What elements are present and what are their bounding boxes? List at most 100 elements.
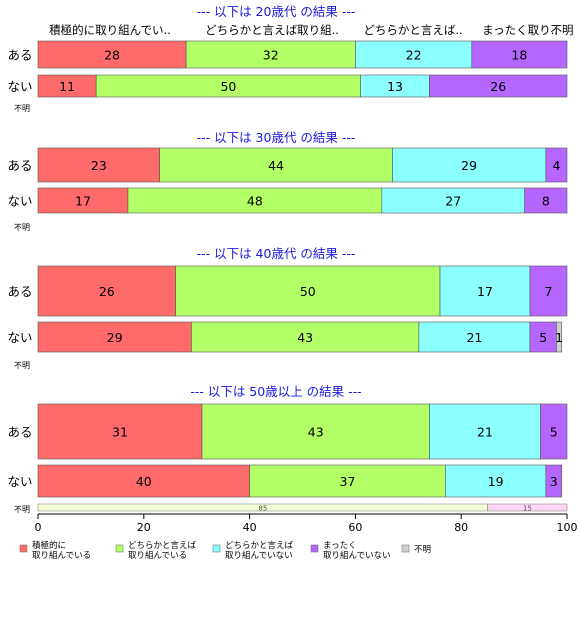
group-title: --- 以下は 50歳以上 の結果 --- (190, 384, 361, 399)
bar-segment (355, 40, 473, 69)
unknown-row-label: 不明 (14, 361, 30, 370)
legend-swatch (115, 544, 124, 553)
data-label: 17 (75, 194, 91, 209)
legend-swatch (19, 544, 28, 553)
legend-label: 不明 (414, 545, 431, 555)
data-label: 21 (477, 425, 493, 440)
bar-segment (37, 403, 203, 460)
x-tick-label: 80 (454, 521, 468, 534)
data-label: 37 (340, 474, 356, 489)
unknown-data-label: 15 (523, 505, 532, 513)
unknown-data-label: 85 (258, 505, 267, 513)
data-label: 29 (107, 330, 123, 345)
column-header: まったく取り.. (482, 23, 558, 37)
bar-segment (127, 187, 383, 214)
data-label: 29 (461, 158, 477, 173)
data-label: 43 (297, 330, 313, 345)
column-header: どちらかと言えば取り組.. (205, 23, 339, 37)
data-label: 8 (542, 194, 550, 209)
legend-swatch (401, 544, 410, 553)
bar-segment (381, 187, 525, 214)
x-tick-label: 0 (35, 521, 42, 534)
data-label: 5 (550, 425, 558, 440)
bar-segment (37, 40, 187, 69)
data-label: 50 (220, 79, 236, 94)
bar-segment (392, 147, 547, 183)
data-label: 28 (104, 48, 120, 63)
group-title: --- 以下は 30歳代 の結果 --- (197, 130, 356, 145)
bar-segment (545, 147, 568, 183)
data-label: 22 (406, 48, 422, 63)
data-label: 27 (445, 194, 461, 209)
data-label: 19 (488, 474, 504, 489)
data-label: 1 (555, 330, 563, 345)
bar-segment (37, 464, 250, 498)
unknown-row-label: 不明 (14, 505, 30, 514)
data-label: 44 (268, 158, 284, 173)
x-tick-label: 40 (243, 521, 257, 534)
bar-segment (175, 265, 441, 317)
data-label: 50 (300, 284, 316, 299)
data-label: 48 (247, 194, 263, 209)
bar-segment (418, 321, 531, 353)
row-label: ある (7, 425, 32, 440)
bar-segment (529, 321, 557, 353)
bar-segment (529, 265, 568, 317)
bar-segment (191, 321, 420, 353)
bar-segment (185, 40, 356, 69)
data-label: 43 (308, 425, 324, 440)
bar-segment (429, 403, 541, 460)
bar-segment (524, 187, 568, 214)
data-label: 4 (552, 158, 560, 173)
legend-label: まったく (323, 541, 357, 551)
row-label: ある (7, 158, 32, 173)
data-label: 11 (59, 79, 75, 94)
bar-segment (545, 464, 563, 498)
row-label: ない (7, 474, 32, 489)
bar-segment (540, 403, 568, 460)
x-tick-label: 60 (348, 521, 362, 534)
data-label: 32 (263, 48, 279, 63)
bar-segment (37, 187, 129, 214)
group-title: --- 以下は 20歳代 の結果 --- (197, 4, 356, 19)
legend-label: 取り組んでいる (128, 550, 187, 561)
unknown-bar-segment (487, 503, 568, 512)
x-tick-label: 20 (137, 521, 151, 534)
bar-segment (445, 464, 547, 498)
data-label: 26 (490, 79, 506, 94)
row-label: ない (7, 194, 32, 209)
legend-label: 積極的に (32, 540, 66, 551)
bar-segment (37, 147, 160, 183)
bar-segment (201, 403, 430, 460)
bar-segment (249, 464, 446, 498)
bar-segment (159, 147, 393, 183)
data-label: 40 (136, 474, 152, 489)
row-label: ある (7, 48, 32, 63)
column-header: 積極的に取り組んでい.. (49, 23, 171, 37)
row-label: ない (7, 79, 32, 94)
bar-segment (439, 265, 531, 317)
unknown-row-label: 不明 (14, 104, 30, 113)
data-label: 5 (539, 330, 547, 345)
bar-segment (37, 265, 176, 317)
data-label: 23 (91, 158, 107, 173)
data-label: 13 (387, 79, 403, 94)
legend-label: 取り組んでいない (225, 550, 293, 561)
data-label: 17 (477, 284, 493, 299)
bar-segment (471, 40, 568, 69)
legend-label: どちらかと言えば (225, 540, 294, 551)
legend-swatch (212, 544, 221, 553)
bar-segment (556, 321, 563, 353)
legend-swatch (310, 544, 319, 553)
bar-segment (429, 74, 568, 98)
column-header: どちらかと言えば.. (363, 23, 462, 37)
legend-label: どちらかと言えば (128, 540, 197, 551)
x-tick-label: 100 (557, 521, 578, 534)
legend-label: 取り組んでいない (323, 550, 391, 561)
group-title: --- 以下は 40歳代 の結果 --- (197, 246, 356, 261)
data-label: 3 (550, 474, 558, 489)
row-label: ない (7, 330, 32, 345)
data-label: 18 (511, 48, 527, 63)
data-label: 26 (99, 284, 115, 299)
